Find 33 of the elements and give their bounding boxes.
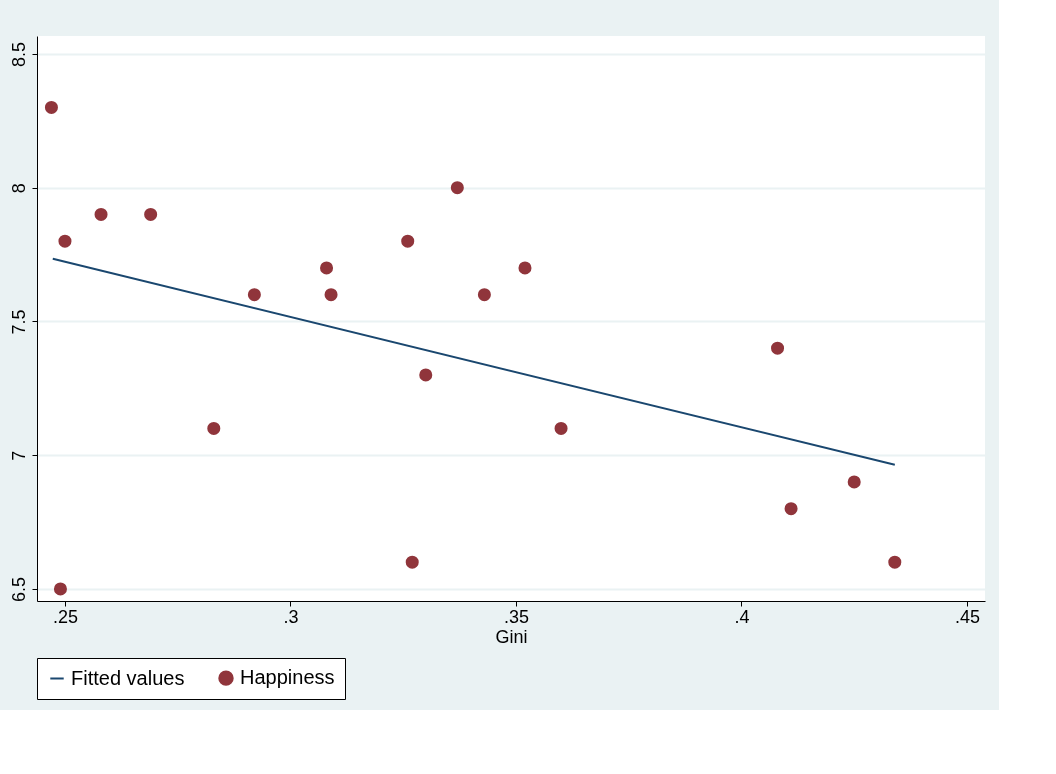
point [44, 100, 58, 114]
x-tick-label: .35 [503, 606, 529, 627]
point [771, 341, 785, 355]
x-tick-label: .4 [734, 606, 750, 627]
point [419, 368, 433, 382]
point [450, 181, 464, 195]
point [888, 555, 902, 569]
point [847, 475, 861, 489]
point [324, 288, 338, 302]
point [554, 421, 568, 435]
y-tick-label: 8.5 [8, 41, 29, 67]
point [477, 288, 491, 302]
legend-label: Fitted values [71, 666, 185, 689]
x-tick-label: .25 [52, 606, 78, 627]
y-tick-label: 7.5 [8, 309, 29, 335]
point [784, 502, 798, 516]
x-axis-title: Gini [495, 626, 528, 647]
y-tick-label: 6.5 [8, 576, 29, 602]
point [401, 234, 415, 248]
point [247, 288, 261, 302]
legend-label: Happiness [240, 666, 335, 689]
point [518, 261, 532, 275]
x-tick-label: .3 [283, 606, 299, 627]
point [320, 261, 334, 275]
y-tick-label: 8 [8, 183, 29, 194]
x-tick-label: .45 [954, 606, 980, 627]
point [144, 207, 158, 221]
point [207, 421, 221, 435]
y-tick-label: 7 [8, 450, 29, 461]
point [58, 234, 72, 248]
point [53, 582, 67, 596]
point [94, 207, 108, 221]
point [405, 555, 419, 569]
